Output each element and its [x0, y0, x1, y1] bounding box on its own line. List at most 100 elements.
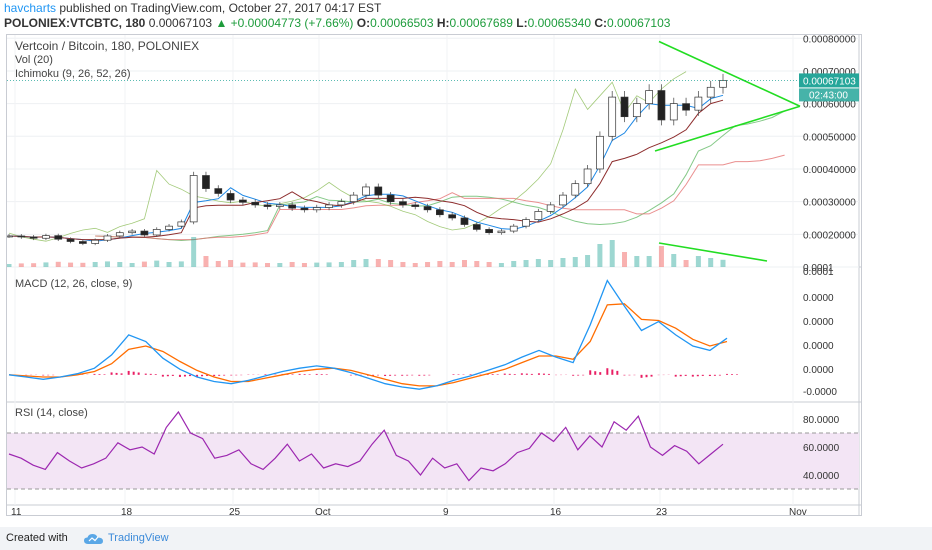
candle	[29, 236, 38, 239]
candle	[657, 90, 666, 121]
created-with-text: Created with	[6, 532, 68, 544]
volume-bar	[535, 259, 541, 267]
candle	[214, 188, 223, 194]
volume-bar	[498, 263, 504, 267]
volume-bar	[68, 262, 74, 267]
volume-bar	[400, 262, 406, 267]
candle	[103, 235, 112, 241]
volume-bar	[31, 263, 37, 267]
time-tick-label: 16	[550, 507, 562, 515]
volume-bar	[203, 256, 209, 267]
volume-bar	[375, 259, 381, 267]
volume-bar	[572, 257, 578, 267]
volume-bar	[671, 254, 677, 267]
candle	[485, 229, 493, 234]
candle	[91, 239, 100, 244]
volume-bar	[141, 261, 147, 267]
macd-tick-label: 0.0000	[803, 365, 834, 376]
candle	[719, 80, 727, 88]
price-change: ▲ +0.00004773 (+7.66%)	[215, 16, 354, 30]
volume-bar	[191, 237, 197, 267]
ichimoku-lagging-span	[8, 71, 687, 242]
candle	[694, 96, 703, 111]
price-tick-label: 0.00020000	[803, 230, 856, 241]
time-tick-label: 9	[443, 507, 449, 515]
rsi-tick-label: 40.0000	[803, 471, 840, 482]
ichimoku-kijun	[8, 99, 724, 241]
macd-tick-label: 0.0000	[803, 317, 834, 328]
candle	[534, 211, 543, 220]
volume-bar	[449, 262, 455, 267]
volume-bar	[351, 260, 357, 267]
low-label: L:	[516, 16, 528, 30]
ichimoku-legend: Ichimoku (9, 26, 52, 26)	[15, 68, 131, 80]
rsi-line	[8, 410, 724, 482]
candle	[436, 209, 444, 216]
price-tick-label: 0.00030000	[803, 198, 856, 209]
price-tick-label: 0.00060000	[803, 100, 856, 111]
volume-bar	[708, 258, 714, 267]
volume-bar	[388, 260, 394, 267]
published-text: published on TradingView.com, October 27…	[59, 1, 382, 15]
lower-trendline	[654, 105, 801, 152]
volume-bar	[277, 263, 283, 267]
volume-bar	[178, 261, 184, 267]
macd-legend: MACD (12, 26, close, 9)	[15, 278, 133, 290]
volume-bar	[166, 262, 172, 267]
time-tick-label: 11	[11, 507, 22, 515]
low-value: 0.00065340	[527, 16, 592, 30]
time-tick-label: 25	[229, 507, 241, 515]
chart-canvas[interactable]: 0.00080000 0.00070000 0.00060000 0.00050000…	[5, 34, 861, 518]
candle	[559, 194, 567, 206]
author-link[interactable]: havcharts	[4, 1, 57, 15]
close-value: 0.00067103	[607, 16, 671, 30]
main-title: Vertcoin / Bitcoin, 180, POLONIEX	[15, 39, 200, 53]
time-tick-label: Oct	[315, 507, 331, 515]
volume-bar	[228, 260, 234, 267]
volume-bar	[92, 262, 98, 267]
macd-tick-label: 0.0000	[803, 341, 834, 352]
volume-bar	[437, 261, 443, 267]
time-tick-label: Nov	[789, 507, 807, 515]
volume-bar	[129, 263, 135, 267]
chart-frame[interactable]: 0.00080000 0.00070000 0.00060000 0.00050000…	[5, 34, 862, 518]
volume-bar	[720, 259, 726, 267]
candle	[239, 199, 247, 203]
volume-bar	[658, 246, 664, 267]
candle	[362, 186, 370, 196]
candle	[571, 183, 580, 196]
candle	[522, 219, 530, 227]
tradingview-cloud-icon	[84, 534, 103, 544]
candle	[620, 96, 629, 118]
candle	[42, 235, 50, 239]
candle	[669, 103, 678, 121]
tradingview-logo[interactable]: TradingView	[84, 532, 169, 544]
symbol-label: POLONIEX:VTCBTC, 180	[4, 16, 146, 30]
volume-bar	[548, 260, 554, 267]
open-label: O:	[356, 16, 371, 30]
candle	[423, 206, 432, 211]
candle	[5, 235, 13, 238]
price-tick-label: 0.00050000	[803, 132, 856, 143]
candle	[115, 232, 124, 237]
countdown-badge	[799, 88, 859, 102]
ichimoku-span-a	[95, 110, 785, 242]
volume-bar	[609, 240, 615, 267]
candle	[202, 175, 210, 189]
volume-bar	[314, 262, 320, 267]
volume-bar	[363, 259, 369, 267]
macd-signal-line	[8, 303, 728, 387]
rsi-tick-label: 60.0000	[803, 443, 840, 454]
candle	[374, 186, 383, 196]
candle	[546, 204, 555, 212]
volume-bar	[634, 256, 640, 267]
rsi-legend: RSI (14, close)	[15, 407, 88, 419]
candle	[165, 225, 173, 230]
volume-bar	[646, 256, 652, 267]
candle	[275, 204, 284, 207]
volume-bar	[117, 262, 123, 267]
volume-bar	[474, 261, 480, 267]
volume-bar	[560, 258, 566, 267]
volume-bar	[461, 260, 467, 267]
volume-bar	[154, 260, 160, 267]
